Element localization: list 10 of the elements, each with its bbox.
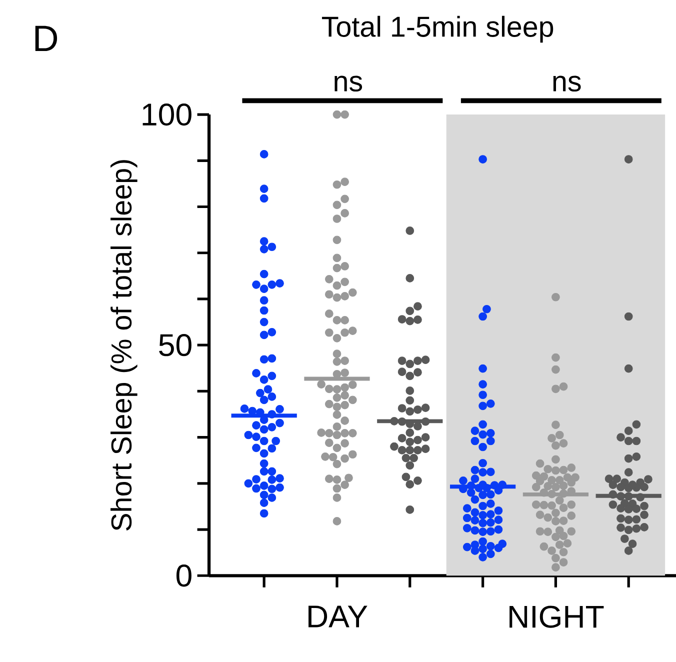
y-axis-title: Short Sleep (% of total sleep) [110,160,138,531]
chart-title: Total 1-5min sleep [322,16,554,43]
x-tick-label: DAY [308,606,368,628]
y-tick-label: 50 [159,334,192,356]
y-tick-label: 100 [142,104,192,126]
text: ns [334,76,362,92]
text: D [35,26,58,52]
y-tick-label: 0 [176,564,192,587]
x-tick-label: NIGHT [510,606,604,628]
text: ns [553,76,581,92]
